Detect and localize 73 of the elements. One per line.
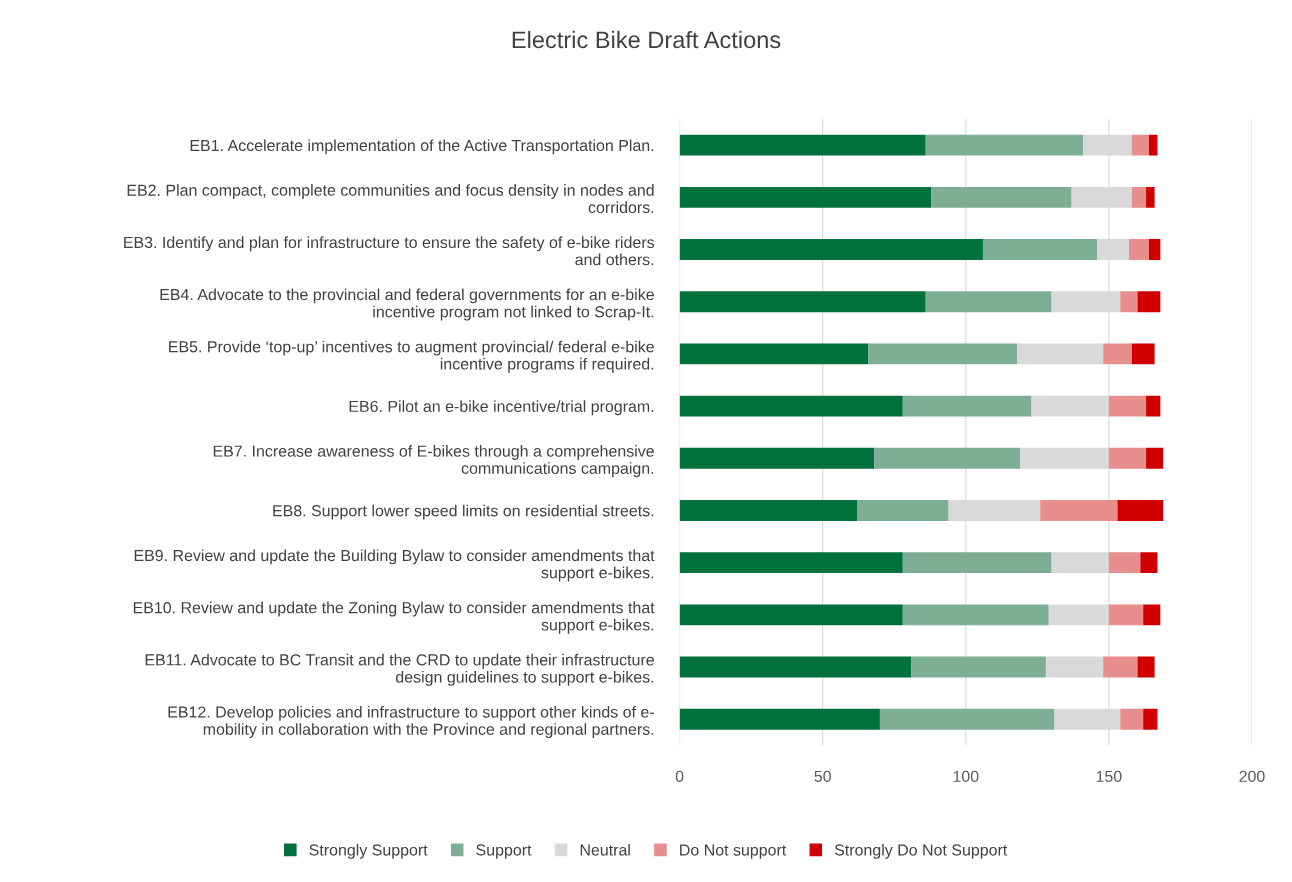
legend-label: Do Not support <box>680 844 787 859</box>
bar <box>902 552 1052 574</box>
bar <box>1108 447 1147 469</box>
legend-label: Strongly Do Not Support <box>834 843 1008 859</box>
y-tick-label: EB12. Develop policies and infrastructure to support other kinds of e- mobility in collaboration with the Province and regional partners. <box>168 705 654 739</box>
bar <box>902 604 1049 626</box>
bar <box>1128 239 1149 260</box>
chart-title: Electric Bike Draft Actions <box>512 30 781 49</box>
bar <box>1148 134 1158 156</box>
bar <box>857 500 949 521</box>
y-tick-label: EB4. Advocate to the provincial and federal governments for an e-bike incentive program not linked to Scrap-It. <box>160 288 654 321</box>
bar <box>1131 343 1155 365</box>
legend-label: Strongly Support <box>309 843 428 859</box>
bar <box>1040 500 1118 521</box>
bar <box>1017 343 1104 365</box>
bar <box>931 186 1072 208</box>
bar <box>679 656 912 678</box>
bar <box>925 291 1052 313</box>
bar <box>879 708 1055 730</box>
bar <box>1131 134 1149 156</box>
bar <box>679 604 903 626</box>
x-tick-label: 150 <box>1096 770 1122 783</box>
x-tick-label: 0 <box>675 770 684 783</box>
bar <box>1143 708 1158 730</box>
bar <box>868 343 1018 365</box>
bar <box>1131 186 1147 208</box>
bar <box>1137 291 1161 313</box>
bar <box>679 552 903 574</box>
bar <box>1108 552 1141 574</box>
bar <box>1148 239 1161 260</box>
bar <box>1117 500 1164 521</box>
bar <box>1108 395 1147 417</box>
bar <box>1146 447 1164 469</box>
y-tick-label: EB1. Accelerate implementation of the Active Transportation Plan. <box>190 139 654 155</box>
bar <box>1108 604 1144 626</box>
x-tick-label: 100 <box>953 770 979 783</box>
y-tick-label: EB9. Review and update the Building Bylaw to consider amendments that support e-bikes. <box>134 549 655 582</box>
bar <box>1103 656 1138 678</box>
bar <box>1146 186 1155 208</box>
bar <box>902 395 1032 417</box>
y-tick-label: EB6. Pilot an e-bike incentive/trial program. <box>349 400 654 416</box>
y-tick-label: EB5. Provide ‘top-up’ incentives to augment provincial/ federal e-bike incentive programs if required. <box>169 340 654 373</box>
y-tick-label: EB8. Support lower speed limits on residential streets. <box>273 504 654 520</box>
bar <box>1137 656 1155 678</box>
bar <box>679 239 983 260</box>
legend-label: Support <box>476 844 532 859</box>
x-tick-label: 200 <box>1239 770 1265 783</box>
bar <box>1120 291 1138 313</box>
bar <box>874 447 1021 469</box>
bar <box>679 134 926 156</box>
bar <box>1140 552 1158 574</box>
y-tick-label: EB10. Review and update the Zoning Bylaw to consider amendments that support e-bikes. <box>133 601 655 634</box>
y-tick-label: EB11. Advocate to BC Transit and the CRD to update their infrastructure design guidelines to support e-bikes. <box>145 653 654 686</box>
y-tick-label: EB2. Plan compact, complete communities and focus density in nodes and corridors. <box>127 184 654 214</box>
y-tick-label: EB3. Identify and plan for infrastructure to ensure the safety of e-bike riders and others. <box>124 236 655 266</box>
bar <box>679 343 869 365</box>
legend-label: Neutral <box>580 843 630 856</box>
bar <box>679 291 926 313</box>
bar <box>679 395 903 417</box>
bar <box>1146 395 1161 417</box>
bar <box>925 134 1084 156</box>
bar <box>679 186 932 208</box>
bar <box>911 656 1046 678</box>
y-tick-label: EB7. Increase awareness of E-bikes through a comprehensive communications campaign. <box>213 445 654 478</box>
x-tick-label: 50 <box>814 770 831 783</box>
bar <box>679 500 858 521</box>
bar <box>1103 343 1132 365</box>
bar <box>1143 604 1161 626</box>
bar <box>1120 708 1144 730</box>
bar <box>679 447 875 469</box>
bar <box>982 239 1098 260</box>
bar <box>1045 656 1104 678</box>
bar <box>679 708 880 730</box>
